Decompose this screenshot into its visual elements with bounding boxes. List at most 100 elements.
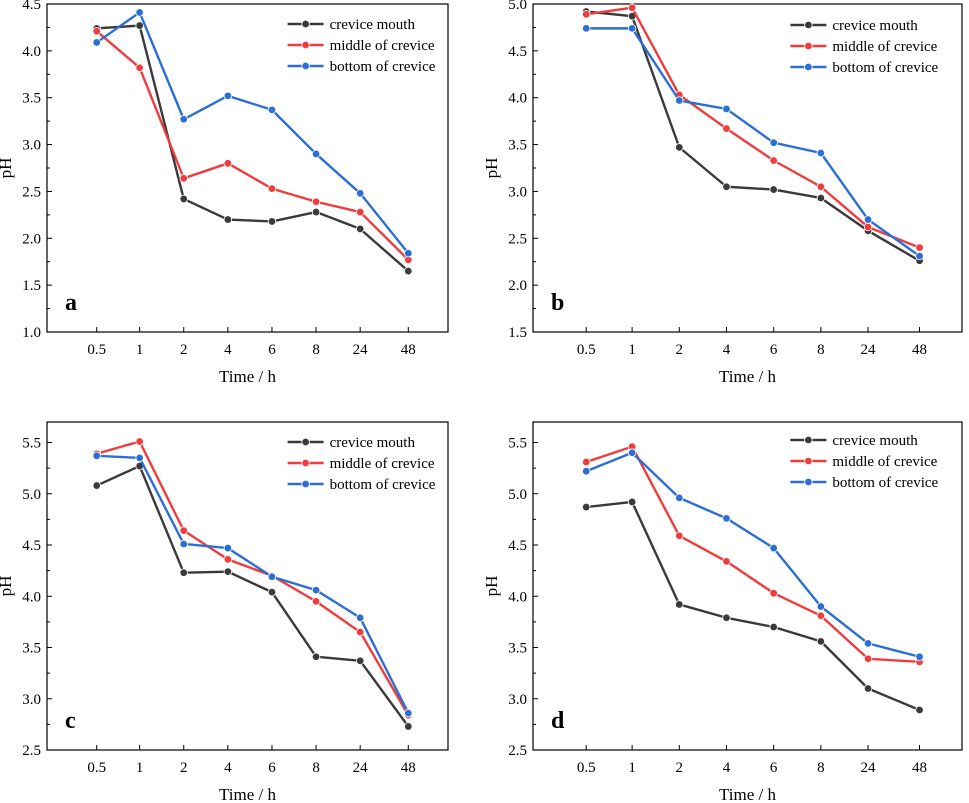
series-bottom-of-crevice xyxy=(92,451,413,718)
y-tick-label: 4.5 xyxy=(22,0,41,13)
data-point xyxy=(816,611,826,620)
data-point xyxy=(404,722,413,731)
data-point xyxy=(627,3,637,12)
legend-swatch-marker xyxy=(301,479,310,489)
x-tick-label: 1 xyxy=(136,760,144,776)
y-tick-label: 1.5 xyxy=(508,325,527,341)
data-point xyxy=(223,567,233,576)
x-tick-label: 48 xyxy=(401,342,416,358)
chart-panel-a: 1.01.52.02.53.03.54.04.50.5 1 2 4 6 8 24 48Time… xyxy=(0,0,449,386)
data-point xyxy=(816,637,826,646)
series-bottom-of-crevice xyxy=(581,24,924,261)
x-tick-label: 6 xyxy=(770,342,778,358)
data-point xyxy=(223,91,233,101)
legend-label: bottom of crevice xyxy=(330,59,436,75)
data-point xyxy=(816,602,826,611)
data-point xyxy=(769,156,778,165)
x-tick-label: 6 xyxy=(770,760,778,776)
y-tick-label: 3.5 xyxy=(508,138,527,154)
legend-item: bottom of crevice xyxy=(287,477,436,493)
data-point xyxy=(627,497,637,507)
x-tick-label: 8 xyxy=(312,760,320,776)
data-point xyxy=(722,124,731,133)
data-point xyxy=(223,543,233,553)
legend-swatch-marker xyxy=(804,435,813,445)
data-point xyxy=(722,182,731,191)
y-axis-label: pH xyxy=(482,576,501,597)
legend-label: crevice mouth xyxy=(832,18,918,34)
data-point xyxy=(769,185,778,194)
legend-swatch-marker xyxy=(301,437,310,447)
data-point xyxy=(769,543,778,553)
data-point xyxy=(915,652,924,661)
data-point xyxy=(581,457,591,467)
data-point xyxy=(92,451,101,461)
data-point xyxy=(179,194,188,204)
series-crevice-mouth xyxy=(581,7,924,265)
data-point xyxy=(581,502,591,512)
x-tick-label: 1 xyxy=(136,342,144,358)
data-point xyxy=(92,26,101,36)
series-line xyxy=(586,6,920,249)
x-axis-label: Time / h xyxy=(219,367,277,386)
legend-item: middle of crevice xyxy=(287,456,435,472)
data-point xyxy=(863,654,873,663)
data-point xyxy=(135,63,144,72)
data-point xyxy=(816,193,826,203)
y-tick-label: 2.0 xyxy=(508,278,527,294)
x-tick-label: 24 xyxy=(353,760,369,776)
x-axis-label: Time / h xyxy=(219,785,277,803)
legend-label: bottom of crevice xyxy=(330,477,436,493)
data-point xyxy=(355,656,365,666)
data-point xyxy=(863,215,873,224)
panel-letter: b xyxy=(551,290,564,316)
y-tick-label: 2.5 xyxy=(22,743,41,759)
x-tick-label: 24 xyxy=(353,342,369,358)
legend-item: crevice mouth xyxy=(287,17,416,33)
data-point xyxy=(92,38,101,47)
legend-swatch-marker xyxy=(804,41,813,51)
y-tick-label: 2.5 xyxy=(22,184,41,200)
data-point xyxy=(92,481,101,490)
legend-label: middle of crevice xyxy=(832,39,937,55)
y-tick-label: 4.0 xyxy=(22,44,41,60)
x-tick-label: 4 xyxy=(224,760,232,776)
y-tick-label: 5.0 xyxy=(508,0,527,13)
series-line xyxy=(96,454,410,714)
x-tick-label: 1 xyxy=(628,342,636,358)
series-line xyxy=(95,30,410,261)
legend-label: crevice mouth xyxy=(330,17,416,33)
legend-swatch-marker xyxy=(804,62,813,72)
data-point xyxy=(863,639,873,648)
data-point xyxy=(915,243,924,252)
data-point xyxy=(355,207,365,217)
legend-swatch-marker xyxy=(301,40,310,50)
series-line xyxy=(96,24,410,272)
legend-label: middle of crevice xyxy=(832,454,937,470)
data-point xyxy=(769,588,778,598)
data-point xyxy=(135,8,144,17)
chart-panel-b: 1.52.02.53.03.54.04.55.00.5 1 2 4 6 8 24 48Time… xyxy=(482,0,963,386)
x-tick-label: 8 xyxy=(312,342,320,358)
y-tick-label: 4.0 xyxy=(508,589,527,605)
plot-frame xyxy=(46,421,449,751)
series-line xyxy=(96,464,410,728)
legend-item: crevice mouth xyxy=(790,18,918,34)
x-tick-label: 6 xyxy=(268,342,276,358)
data-point xyxy=(355,627,365,637)
x-tick-label: 4 xyxy=(723,342,731,358)
series-line xyxy=(585,451,920,658)
y-tick-label: 2.5 xyxy=(508,231,527,247)
data-point xyxy=(404,249,413,258)
legend-item: middle of crevice xyxy=(287,38,435,54)
legend-swatch-marker xyxy=(301,19,310,29)
data-point xyxy=(179,539,188,549)
panel-letter: a xyxy=(65,290,77,316)
y-tick-label: 4.5 xyxy=(508,44,527,60)
legend-item: crevice mouth xyxy=(790,433,918,449)
legend-label: bottom of crevice xyxy=(832,60,938,76)
x-tick-label: 8 xyxy=(817,342,825,358)
legend-label: bottom of crevice xyxy=(832,475,938,491)
data-point xyxy=(722,514,731,523)
